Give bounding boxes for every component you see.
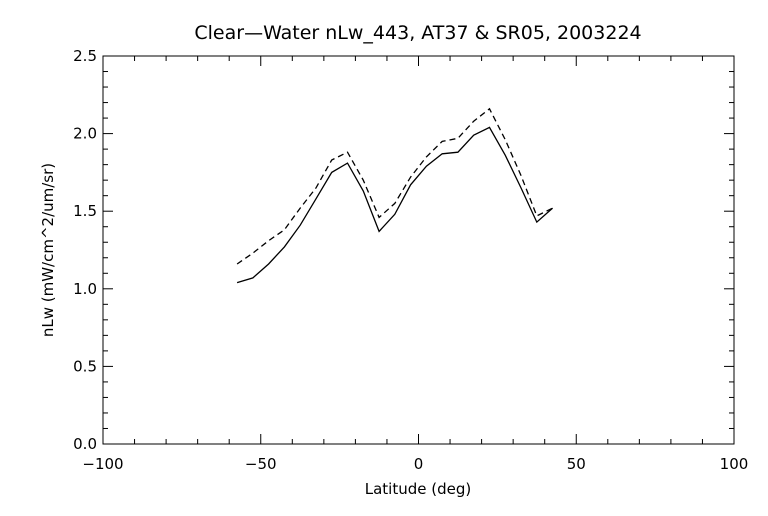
y-tick-label: 1.5 <box>73 202 97 220</box>
x-tick-label: −100 <box>82 455 123 473</box>
y-tick-label: 2.0 <box>73 125 97 143</box>
series-group <box>236 107 554 284</box>
series-line-dashed <box>236 107 553 265</box>
y-tick-label: 2.5 <box>73 47 97 65</box>
y-axis-ticks: 0.0 0.5 1.0 1.5 2.0 2.5 <box>73 47 734 453</box>
y-tick-label: 1.0 <box>73 280 97 298</box>
x-axis-label: Latitude (deg) <box>365 480 471 498</box>
chart-title: Clear—Water nLw_443, AT37 & SR05, 200322… <box>194 22 641 44</box>
x-tick-label: −50 <box>245 455 277 473</box>
y-tick-label: 0.5 <box>73 357 97 375</box>
series-line-solid <box>236 126 554 284</box>
plot-frame <box>102 55 735 445</box>
y-axis-label: nLw (mW/cm^2/um/sr) <box>39 163 57 337</box>
x-tick-label: 50 <box>567 455 586 473</box>
x-tick-label: 0 <box>414 455 424 473</box>
x-tick-label: 100 <box>720 455 749 473</box>
x-axis-ticks: −100 −50 0 50 100 <box>82 56 748 473</box>
y-tick-label: 0.0 <box>73 435 97 453</box>
